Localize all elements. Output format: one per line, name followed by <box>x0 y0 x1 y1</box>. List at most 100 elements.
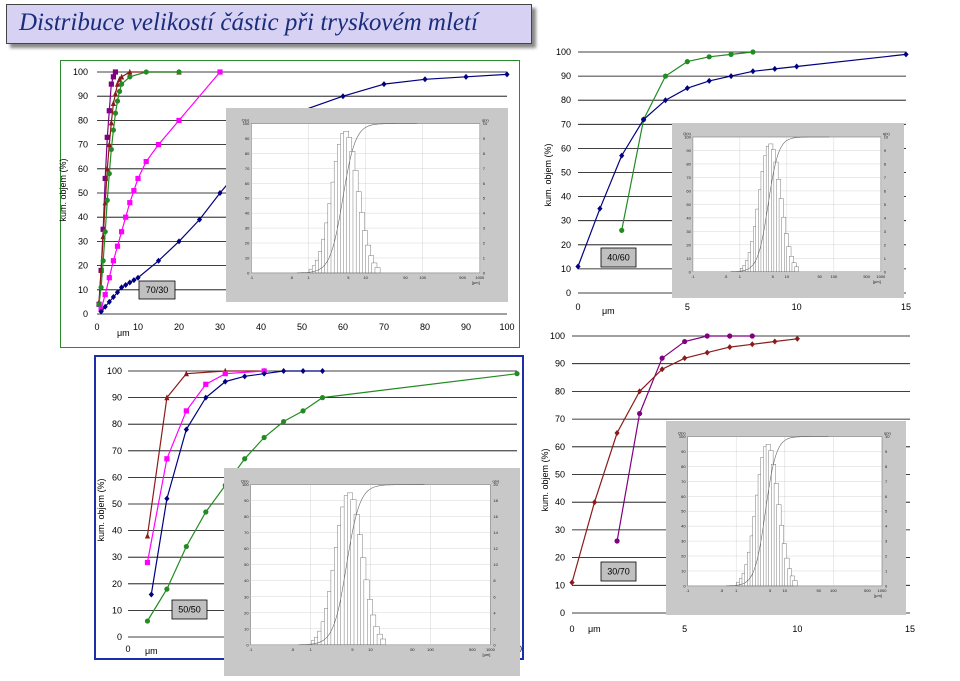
data-point <box>575 263 581 270</box>
data-point <box>196 216 203 223</box>
y-tick-label: 90 <box>555 359 565 369</box>
data-point <box>682 355 688 362</box>
inset-left-tick: 70 <box>681 479 686 484</box>
inset-x-tick: 1000 <box>876 274 886 279</box>
data-point <box>102 292 108 298</box>
data-point <box>106 171 112 177</box>
inset-left-tick: 50 <box>686 202 691 207</box>
data-point <box>750 68 756 75</box>
data-point <box>903 51 909 58</box>
inset-right-tick: 4 <box>884 215 887 220</box>
data-point <box>183 408 189 414</box>
inset-left-tick: 50 <box>245 196 250 201</box>
inset-left-tick: 50 <box>244 562 249 567</box>
y-axis-label: kum. objem (%) <box>96 478 106 541</box>
x-tick-label: 50 <box>297 322 307 332</box>
data-point <box>242 456 248 462</box>
x-tick-label: 60 <box>338 322 348 332</box>
data-point <box>127 200 133 206</box>
y-tick-label: 80 <box>555 386 565 396</box>
data-point <box>614 429 620 436</box>
inset-x-tick: 500 <box>863 274 870 279</box>
page-title: Distribuce velikostí částic při tryskové… <box>19 9 478 36</box>
inset-left-tick: 90 <box>686 148 691 153</box>
data-point <box>176 238 182 245</box>
data-point <box>281 368 287 374</box>
panel-70-30-frame <box>60 60 520 348</box>
inset-left-tick: 10 <box>244 626 249 631</box>
inset-right-axis-title: q(x) <box>884 431 892 436</box>
data-point <box>114 243 121 249</box>
inset-right-tick: 8 <box>885 464 888 469</box>
x-unit-label: μm <box>602 306 615 316</box>
data-point <box>164 495 170 502</box>
inset-left-tick: 100 <box>243 121 250 126</box>
inset-right-tick: 2 <box>493 626 496 631</box>
data-point <box>110 74 116 80</box>
y-tick-label: 70 <box>555 414 565 424</box>
inset-right-tick: 5 <box>884 202 887 207</box>
data-point <box>104 134 110 140</box>
inset-x-tick: .1 <box>691 274 695 279</box>
data-point <box>514 371 520 377</box>
inset-right-tick: 7 <box>885 479 888 484</box>
y-tick-label: 30 <box>78 236 88 246</box>
data-point <box>98 308 104 315</box>
inset-right-tick: 4 <box>493 610 496 615</box>
inset-left-tick: 60 <box>681 494 686 499</box>
sample-label-box <box>600 561 637 582</box>
data-point <box>727 333 733 339</box>
y-tick-label: 80 <box>112 419 122 429</box>
inset-left-tick: 80 <box>681 464 686 469</box>
inset-left-tick: 90 <box>244 498 249 503</box>
x-tick-label: 100 <box>499 322 514 332</box>
data-point <box>131 187 137 194</box>
data-point <box>637 388 643 395</box>
data-point <box>112 90 119 97</box>
data-point <box>772 65 778 72</box>
data-point <box>104 197 110 203</box>
inset-x-tick: 10 <box>783 588 788 593</box>
inset-right-tick: 9 <box>483 136 486 141</box>
inset-right-tick: 6 <box>493 594 496 599</box>
data-point <box>143 69 149 75</box>
sample-label-box <box>138 280 176 300</box>
inset-histogram-bar <box>792 580 798 587</box>
inset-right-axis-title: q(x) <box>492 479 500 484</box>
inset-x-tick: .5 <box>720 588 724 593</box>
inset-left-tick: 60 <box>244 546 249 551</box>
y-tick-label: 10 <box>561 264 571 274</box>
inset-x-tick: 100 <box>830 588 837 593</box>
sample-label: 30/70 <box>607 567 630 577</box>
inset-right-tick: 2 <box>884 242 887 247</box>
inset-x-unit: [μm] <box>472 280 480 285</box>
inset-right-tick: 6 <box>884 188 887 193</box>
inset-x-unit: [μm] <box>482 652 490 657</box>
data-point <box>176 69 182 75</box>
data-point <box>144 618 151 624</box>
y-tick-label: 50 <box>555 470 565 480</box>
inset-left-tick: 50 <box>681 509 686 514</box>
inset-left-tick: 70 <box>686 175 691 180</box>
y-tick-label: 60 <box>555 442 565 452</box>
inset-x-tick: 50 <box>817 274 822 279</box>
data-point <box>110 294 116 301</box>
inset-right-tick: 6 <box>885 494 888 499</box>
inset-left-tick: 10 <box>686 256 691 261</box>
y-tick-label: 100 <box>73 67 88 77</box>
data-point <box>102 303 108 310</box>
data-point <box>749 341 755 348</box>
x-unit-label: μm <box>117 328 130 338</box>
inset-right-tick: 3 <box>884 229 887 234</box>
y-tick-label: 20 <box>555 553 565 563</box>
series-0 <box>614 333 755 544</box>
y-axis-label: kum. objem (%) <box>540 448 550 511</box>
inset-right-tick: 20 <box>493 482 498 487</box>
data-point <box>706 77 712 84</box>
y-tick-label: 20 <box>112 579 122 589</box>
data-point <box>591 499 598 506</box>
data-point <box>794 335 800 342</box>
